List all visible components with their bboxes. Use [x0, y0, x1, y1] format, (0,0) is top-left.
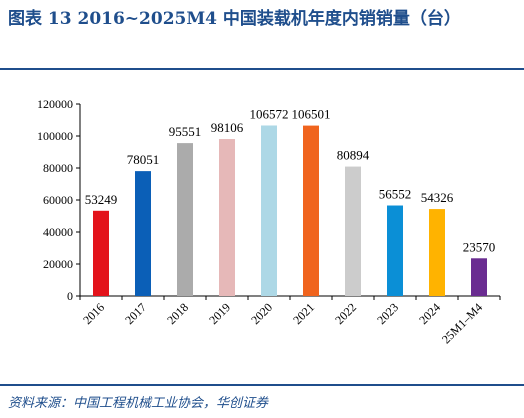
data-label-2021: 106501: [292, 107, 331, 122]
title-divider: [0, 68, 524, 70]
x-tick-label-2021: 2021: [290, 300, 317, 327]
chart-title: 图表 13 2016~2025M4 中国装载机年度内销销量（台）: [8, 9, 461, 29]
data-label-2018: 95551: [169, 124, 202, 139]
bar-2020: [261, 125, 277, 296]
x-tick-label-2024: 2024: [416, 300, 443, 327]
source-note: 资料来源：中国工程机械工业协会，华创证券: [8, 396, 269, 411]
bar-25M1–M4: [471, 258, 487, 296]
data-label-2023: 56552: [379, 187, 412, 202]
y-tick-label: 60000: [43, 193, 73, 207]
bar-2016: [93, 210, 109, 296]
bars: [93, 125, 487, 297]
x-tick-label-2023: 2023: [374, 300, 401, 327]
y-tick-label: 20000: [43, 257, 73, 271]
data-label-25M1–M4: 23570: [463, 239, 496, 254]
source-divider: [0, 384, 524, 386]
data-label-2022: 80894: [337, 148, 370, 163]
bar-2021: [303, 125, 319, 297]
x-tick-label-2016: 2016: [80, 300, 107, 327]
y-tick-label: 40000: [43, 225, 73, 239]
x-tick-label-2018: 2018: [164, 300, 191, 327]
y-axis: 0 20000 40000 60000 80000 100000 120000: [37, 97, 81, 303]
x-tick-label-2017: 2017: [122, 300, 149, 327]
data-label-2016: 53249: [85, 192, 118, 207]
bar-2022: [345, 166, 361, 296]
data-label-2017: 78051: [127, 152, 160, 167]
bar-2018: [177, 143, 193, 296]
y-tick-label: 100000: [37, 129, 73, 143]
data-label-2024: 54326: [421, 190, 454, 205]
bar-2019: [219, 139, 235, 296]
data-label-2019: 98106: [211, 120, 244, 135]
data-label-2020: 106572: [250, 106, 289, 121]
x-tick-label-25M1–M4: 25M1–M4: [439, 300, 485, 346]
x-tick-label-2022: 2022: [332, 300, 359, 327]
bar-2023: [387, 205, 403, 296]
bar-2017: [135, 171, 151, 296]
bar-2024: [429, 209, 445, 296]
x-tick-label-2019: 2019: [206, 300, 233, 327]
y-tick-label: 120000: [37, 97, 73, 111]
y-tick-label: 0: [67, 289, 73, 303]
y-tick-label: 80000: [43, 161, 73, 175]
x-axis: 2016 2017 2018 2019 2020 2021 2022 2023 202425M1…: [79, 295, 501, 346]
data-labels: 53249 78051 95551 98106 106572 106501 80894 565…: [85, 106, 496, 254]
x-tick-label-2020: 2020: [248, 300, 275, 327]
